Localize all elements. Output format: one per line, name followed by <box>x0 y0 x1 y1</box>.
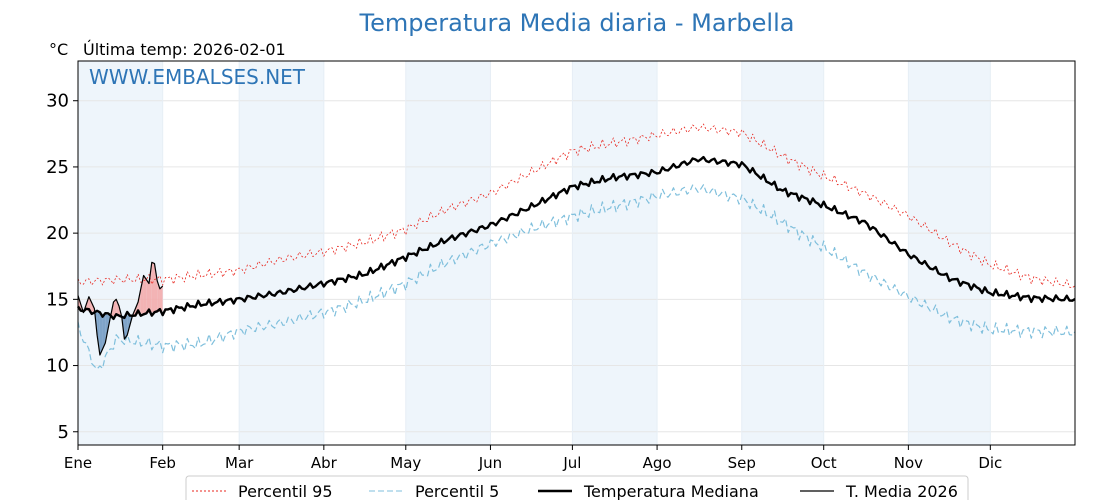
anomaly-cold-fill <box>124 315 128 340</box>
plot-frame <box>77 60 1076 446</box>
y-tick-label: 10 <box>46 356 69 377</box>
legend-label-p95: Percentil 95 <box>238 482 333 500</box>
anomaly-cold-fill <box>127 315 130 336</box>
x-tick-label: Jul <box>562 454 581 472</box>
watermark: WWW.EMBALSES.NET <box>89 65 306 89</box>
y-axis: 5 10 15 20 25 30 <box>46 91 78 443</box>
x-tick-label: Ago <box>643 454 672 472</box>
x-tick-label: Oct <box>811 454 837 472</box>
anomaly-cold-fill <box>97 312 100 355</box>
x-tick-label: Dic <box>978 454 1002 472</box>
series-line-p95 <box>77 123 1076 289</box>
x-tick-label: Mar <box>225 454 254 472</box>
x-axis: Ene Feb Mar Abr May Jun Jul Ago Sep Oct Nov Dic <box>64 445 1002 472</box>
legend: Percentil 95 Percentil 5 Temperatura Media… <box>192 482 958 500</box>
y-tick-label: 5 <box>58 422 69 443</box>
anomaly-warm-fill <box>138 288 141 315</box>
month-band <box>741 61 824 445</box>
series-line-median <box>76 155 1076 321</box>
anomaly-warm-fill <box>154 263 158 313</box>
anomaly-warm-fill <box>88 296 92 312</box>
anomaly-warm-fill <box>140 275 144 314</box>
anomaly-warm-fill <box>116 299 119 317</box>
y-tick-label: 20 <box>46 223 69 244</box>
chart-title: Temperatura Media diaria - Marbella <box>359 9 795 37</box>
anomaly-warm-fill <box>149 262 152 313</box>
month-band <box>239 61 324 445</box>
x-tick-label: Ene <box>64 454 92 472</box>
x-tick-label: Feb <box>149 454 176 472</box>
series-lines <box>76 123 1076 370</box>
y-tick-label: 15 <box>46 289 69 310</box>
x-tick-label: Sep <box>728 454 756 472</box>
legend-label-p5: Percentil 5 <box>415 482 499 500</box>
month-band <box>572 61 658 445</box>
anomaly-cold-fill <box>99 313 103 355</box>
y-tick-label: 25 <box>46 157 69 178</box>
y-tick-label: 30 <box>46 91 69 112</box>
anomaly-cold-fill <box>102 313 106 349</box>
legend-label-actual: T. Media 2026 <box>845 482 958 500</box>
legend-box <box>185 475 969 500</box>
x-tick-label: Abr <box>311 454 338 472</box>
anomaly-warm-fill <box>143 275 147 314</box>
series-line-actual <box>77 261 164 356</box>
month-band <box>908 61 991 445</box>
x-tick-label: Nov <box>894 454 923 472</box>
anomaly-warm-fill <box>159 286 163 312</box>
anomaly-warm-fill <box>151 262 155 313</box>
anomaly-warm-fill <box>146 279 150 314</box>
legend-label-median: Temperatura Mediana <box>583 482 759 500</box>
unit-label: °C <box>49 40 68 59</box>
month-bands <box>78 61 991 445</box>
anomaly-cold-fill <box>105 314 109 344</box>
month-band <box>78 61 163 445</box>
x-tick-label: Jun <box>478 454 502 472</box>
last-update-label: Última temp: 2026-02-01 <box>83 40 286 59</box>
anomaly-warm-fill <box>113 299 117 317</box>
x-tick-label: May <box>390 454 421 472</box>
